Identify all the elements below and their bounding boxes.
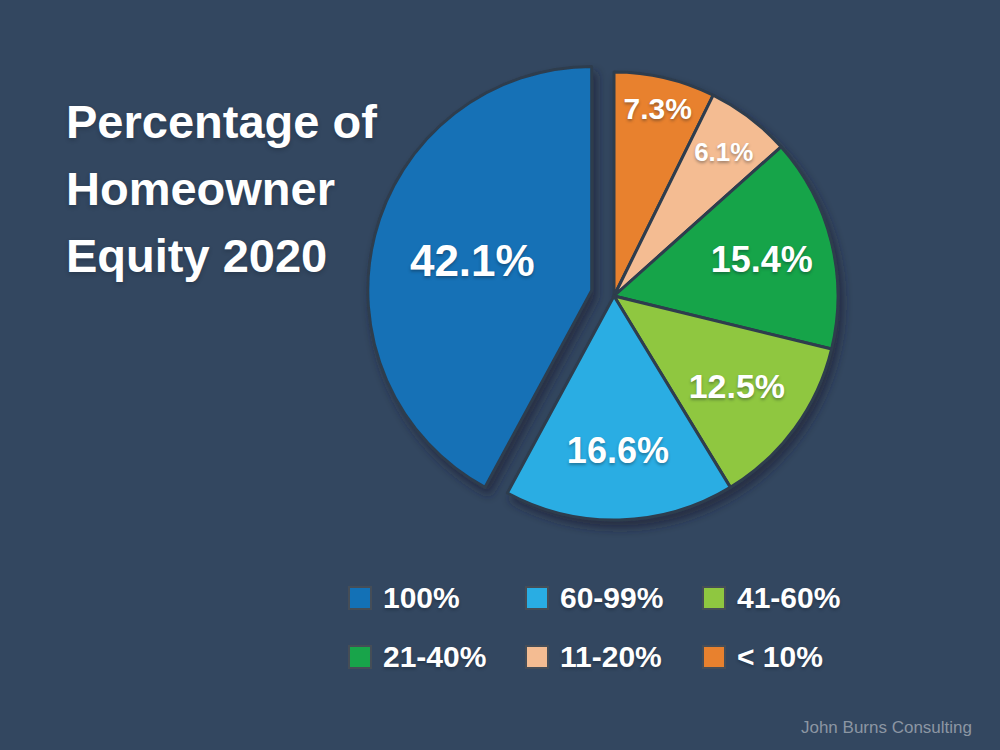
legend-label-21-40: 21-40%	[383, 640, 486, 674]
pie-slice-value-label-41-60: 12.5%	[689, 367, 785, 405]
legend-label-60-99: 60-99%	[560, 581, 663, 615]
legend-swatch-41-60	[702, 586, 726, 610]
legend-item-21-40: 21-40%	[348, 643, 525, 671]
legend-item-41-60: 41-60%	[702, 584, 879, 612]
legend-swatch-100	[348, 586, 372, 610]
legend-item-60-99: 60-99%	[525, 584, 702, 612]
legend-item-100: 100%	[348, 584, 525, 612]
legend-label-lt-10: < 10%	[737, 640, 823, 674]
legend-swatch-21-40	[348, 645, 372, 669]
legend: 100% 60-99% 41-60% 21-40% 11-20% < 10%	[348, 584, 879, 671]
legend-item-11-20: 11-20%	[525, 643, 702, 671]
legend-label-41-60: 41-60%	[737, 581, 840, 615]
legend-swatch-lt-10	[702, 645, 726, 669]
pie-slice-value-label-100: 42.1%	[410, 236, 535, 285]
legend-label-100: 100%	[383, 581, 460, 615]
legend-label-11-20: 11-20%	[560, 640, 662, 674]
pie-slice-value-label-21-40: 15.4%	[711, 239, 813, 280]
pie-slice-value-label-11-20: 6.1%	[694, 137, 753, 167]
legend-swatch-11-20	[525, 645, 549, 669]
slide-canvas: { "page": { "background": "#334760", "at…	[0, 0, 1000, 750]
legend-item-lt-10: < 10%	[702, 643, 879, 671]
pie-slice-value-label-lt-10: 7.3%	[624, 92, 692, 125]
attribution: John Burns Consulting	[801, 718, 972, 738]
legend-swatch-60-99	[525, 586, 549, 610]
pie-slice-value-label-60-99: 16.6%	[567, 430, 669, 471]
